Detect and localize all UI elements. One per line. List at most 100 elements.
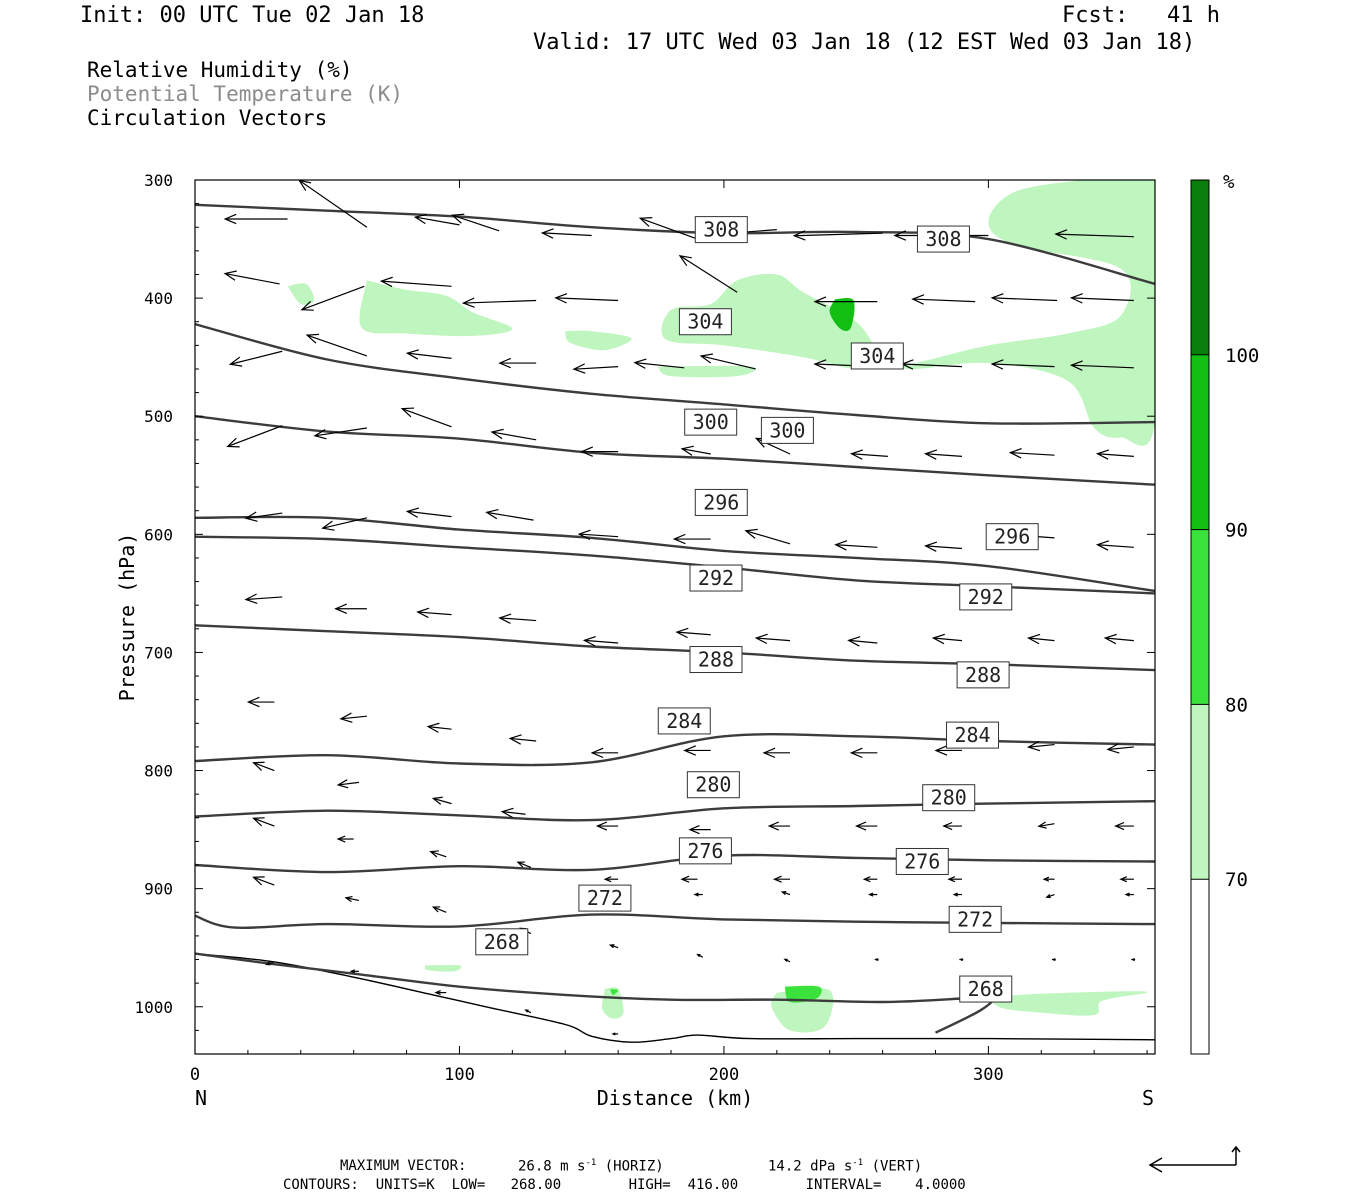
- vector-34: [490, 428, 537, 441]
- vector-76: [336, 779, 360, 789]
- vector-83: [942, 821, 962, 831]
- vector-97: [252, 876, 275, 886]
- colorbar-label-70: 70: [1225, 869, 1248, 891]
- colorbar-label-80: 80: [1225, 694, 1248, 716]
- vector-82: [854, 821, 878, 831]
- svg-text:304: 304: [859, 344, 895, 368]
- svg-text:272: 272: [587, 886, 623, 910]
- svg-text:292: 292: [968, 585, 1004, 609]
- y-tick-label-900: 900: [144, 880, 173, 899]
- vector-18: [990, 293, 1058, 304]
- theta-contour-300: [195, 415, 1155, 486]
- variable-theta: Potential Temperature (K): [87, 82, 404, 106]
- colorbar-label-100: 100: [1225, 345, 1259, 367]
- vector-3: [450, 213, 500, 232]
- vector-108: [265, 961, 275, 966]
- vector-98: [344, 895, 360, 903]
- vector-105: [952, 892, 962, 897]
- theta-label-284-0: 284: [657, 707, 711, 735]
- vector-25: [633, 358, 685, 369]
- theta-label-288-1: 288: [956, 661, 1010, 689]
- vector-43: [321, 517, 368, 531]
- theta-label-280-0: 280: [686, 771, 740, 799]
- vector-26: [699, 353, 756, 370]
- theta-label-268-0: 268: [475, 928, 529, 956]
- vector-84: [1037, 821, 1055, 829]
- rh-region-1: [359, 280, 513, 337]
- vector-11: [300, 285, 365, 311]
- theta-label-288-0: 288: [689, 646, 743, 674]
- vector-58: [675, 627, 711, 639]
- colorbar-below-70: [1191, 879, 1209, 1054]
- rh-region-8: [424, 964, 462, 972]
- theta-contour-284: [195, 733, 1155, 767]
- valid-time: Valid: 17 UTC Wed 03 Jan 18 (12 EST Wed …: [533, 30, 1196, 55]
- vector-21: [305, 333, 368, 357]
- svg-text:276: 276: [687, 839, 723, 863]
- rh-region-4: [657, 365, 756, 378]
- theta-label-304-0: 304: [678, 308, 732, 336]
- vector-64: [246, 696, 275, 708]
- forecast-label: Fcst:: [1062, 3, 1129, 28]
- rh-region-5: [988, 991, 1148, 1016]
- vector-73: [1026, 740, 1055, 752]
- vector-103: [780, 891, 791, 896]
- vector-114: [783, 958, 791, 963]
- vector-2: [413, 213, 460, 226]
- vector-10: [223, 270, 280, 285]
- vector-62: [1026, 633, 1055, 645]
- vector-56: [498, 613, 537, 624]
- theta-label-296-0: 296: [694, 488, 748, 516]
- vector-113: [696, 953, 704, 958]
- svg-text:276: 276: [904, 849, 940, 873]
- theta-label-300-0: 300: [684, 408, 738, 436]
- theta-label-284-1: 284: [946, 721, 1000, 749]
- axes: 300 400 500 600 700 800 900 1000 0 100 200 300: [134, 171, 1155, 1085]
- terrain: [195, 952, 1155, 1043]
- theta-label-292-1: 292: [959, 583, 1013, 611]
- vector-92: [772, 875, 791, 883]
- theta-contour-280: [195, 800, 1155, 822]
- vector-61: [931, 633, 962, 645]
- colorbar-label-90: 90: [1225, 520, 1248, 542]
- vector-66: [426, 722, 452, 733]
- theta-contour-labels: 268 268 272 272 276 276 280 280 284 284 288 288 292 2…: [475, 216, 1039, 1003]
- vector-89: [516, 861, 532, 868]
- vector-38: [849, 449, 888, 460]
- vector-54: [334, 603, 367, 614]
- vector-101: [608, 944, 619, 949]
- svg-text:308: 308: [925, 227, 961, 251]
- max-vector-label: MAXIMUM VECTOR:: [340, 1158, 467, 1174]
- vector-9: [1054, 229, 1134, 240]
- svg-text:268: 268: [484, 930, 520, 954]
- colorbar-swatch-70: [1191, 704, 1209, 880]
- vector-48: [744, 528, 791, 545]
- circulation-vectors: [223, 180, 1136, 1036]
- vector-4: [540, 228, 592, 239]
- vector-96: [1119, 876, 1134, 883]
- vector-118: [1131, 958, 1136, 961]
- reference-vector: [1148, 1145, 1241, 1173]
- y-tick-label-1000: 1000: [134, 998, 173, 1017]
- vector-63: [1103, 633, 1134, 645]
- svg-text:300: 300: [693, 410, 729, 434]
- theta-contour-288: [195, 624, 1155, 672]
- theta-label-308-1: 308: [916, 225, 970, 253]
- svg-text:308: 308: [703, 218, 739, 242]
- vector-109: [349, 969, 359, 974]
- init-time: Init: 00 UTC Tue 02 Jan 18: [80, 3, 425, 28]
- vector-107: [1124, 892, 1134, 897]
- forecast-hours: 41 h: [1167, 3, 1220, 28]
- y-tick-label-500: 500: [144, 407, 173, 426]
- x-tick-label-300: 300: [973, 1065, 1004, 1085]
- rh-region-0: [661, 180, 1155, 446]
- x-tick-label-200: 200: [709, 1065, 740, 1085]
- vector-68: [590, 747, 619, 759]
- vector-1: [298, 180, 368, 228]
- vector-0: [223, 213, 288, 225]
- theta-label-276-0: 276: [678, 837, 732, 865]
- theta-label-272-0: 272: [578, 884, 632, 912]
- vector-102: [693, 892, 703, 897]
- rh-shading: [287, 180, 1155, 1033]
